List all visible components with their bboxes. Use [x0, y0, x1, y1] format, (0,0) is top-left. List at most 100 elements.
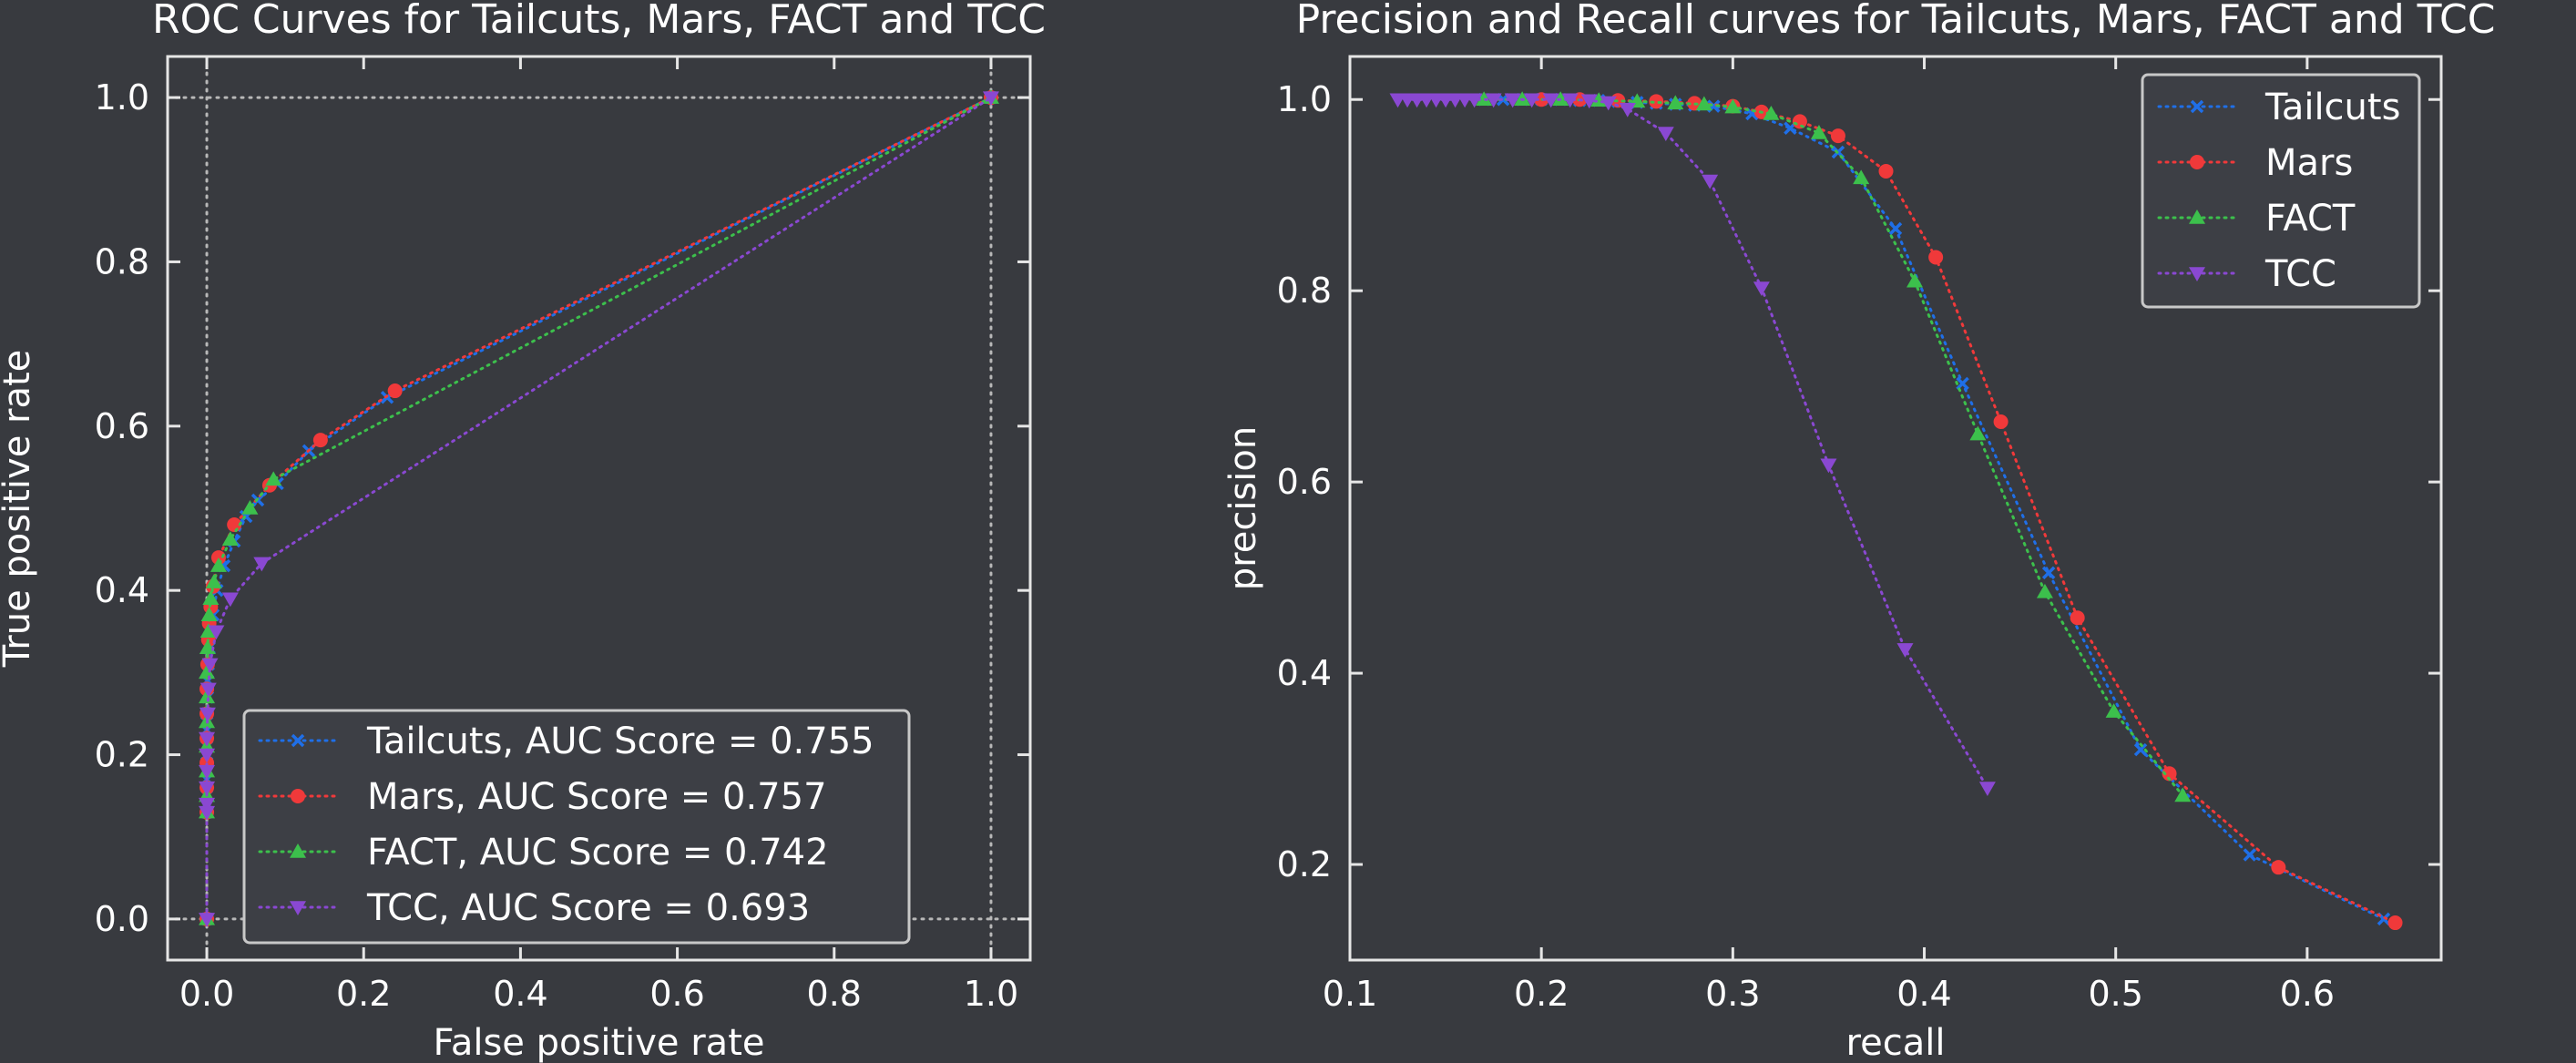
pr-tcc-point — [1523, 93, 1540, 108]
pr-fact-point — [1667, 95, 1684, 110]
pr-tcc-point — [1504, 93, 1521, 108]
roc-tcc-point — [199, 731, 216, 747]
roc-y-axis-label: True positive rate — [0, 350, 38, 669]
pr-tailcuts-point — [1888, 221, 1903, 236]
roc-y-tick-label: 0.8 — [95, 241, 149, 281]
pr-y-axis-label: precision — [1222, 426, 1264, 590]
pr-legend-label-mars: Mars — [2265, 142, 2353, 184]
pr-y-tick-label: 0.4 — [1277, 653, 1332, 693]
pr-fact-point — [1969, 425, 1987, 441]
roc-legend-label-tailcuts: Tailcuts, AUC Score = 0.755 — [366, 721, 874, 762]
pr-tcc-point — [1896, 643, 1914, 658]
pr-mars-point — [2271, 860, 2286, 875]
pr-fact-point — [1906, 272, 1924, 288]
roc-chart: 0.0 0.2 0.4 0.6 0.8 1.00.00.20.40.60.81.0ROC … — [0, 0, 1046, 1063]
pr-tailcuts-point — [2133, 742, 2148, 757]
roc-x-tick-label: 0.2 — [336, 974, 391, 1014]
roc-mars-point — [210, 550, 226, 566]
roc-fact-point — [199, 623, 217, 639]
pr-y-tick-label: 0.6 — [1277, 462, 1332, 502]
pr-y-tick-label: 0.8 — [1277, 271, 1332, 311]
roc-tcc-point — [199, 797, 216, 813]
pr-tcc-point — [1542, 93, 1559, 108]
roc-mars-point — [387, 383, 403, 399]
pr-tcc-point — [1978, 782, 1996, 797]
pr-tcc-point — [1753, 281, 1770, 297]
pr-legend-label-tailcuts: Tailcuts — [2264, 87, 2400, 128]
roc-y-tick-label: 0.6 — [95, 406, 149, 446]
pr-mars-point — [1792, 114, 1807, 129]
roc-legend-marker-mars — [291, 789, 305, 803]
pr-tcc-point — [1657, 127, 1674, 141]
roc-tcc-point — [208, 625, 225, 640]
roc-tcc-point — [199, 805, 216, 821]
pr-tailcuts-point — [2041, 566, 2056, 580]
roc-fact-point — [202, 590, 220, 605]
pr-tcc-point — [1561, 93, 1579, 108]
pr-fact-point — [2036, 583, 2053, 598]
roc-axes-frame — [166, 55, 1032, 962]
pr-x-axis-label: recall — [1846, 1022, 1946, 1063]
pr-tailcuts-point — [1956, 376, 1969, 391]
roc-legend-marker-tcc — [290, 901, 306, 915]
pr-x-tick-label: 0.3 — [1705, 974, 1760, 1014]
roc-fact-point — [199, 664, 216, 680]
pr-tailcuts-point — [2243, 848, 2257, 862]
roc-y-tick-label: 0.4 — [95, 570, 149, 610]
roc-tcc-point — [199, 748, 216, 763]
roc-x-tick-label: 1.0 — [964, 974, 1018, 1014]
pr-legend-marker-fact — [2189, 210, 2205, 224]
roc-x-axis-label: False positive rate — [434, 1022, 765, 1063]
pr-legend-marker-tcc — [2189, 267, 2205, 281]
pr-fact-point — [1724, 98, 1742, 114]
roc-legend-label-fact: FACT, AUC Score = 0.742 — [367, 832, 829, 874]
pr-fact-point — [1476, 91, 1493, 106]
pr-mars-point — [1830, 128, 1845, 144]
pr-legend — [2141, 73, 2421, 309]
roc-legend-label-mars: Mars, AUC Score = 0.757 — [367, 776, 827, 818]
pr-series-tcc — [1389, 93, 1996, 797]
roc-tcc-point — [199, 764, 216, 780]
roc-x-tick-label: 0.8 — [807, 974, 862, 1014]
roc-fact-point — [199, 689, 216, 704]
pr-x-tick-label: 0.2 — [1514, 974, 1569, 1014]
roc-x-tick-label: 0.6 — [649, 974, 704, 1014]
roc-y-tick-label: 1.0 — [95, 77, 149, 118]
pr-mars-point — [2162, 766, 2177, 782]
pr-legend-marker-mars — [2190, 155, 2204, 169]
roc-fact-line — [205, 96, 993, 921]
roc-tcc-point — [199, 781, 216, 796]
pr-fact-point — [1695, 96, 1712, 111]
pr-mars-point — [2387, 915, 2403, 931]
pr-x-tick-label: 0.1 — [1323, 974, 1377, 1014]
roc-tcc-point — [253, 557, 271, 572]
pr-mars-point — [2070, 610, 2085, 626]
roc-tcc-point — [221, 592, 239, 608]
roc-tcc-point — [199, 707, 216, 722]
roc-tcc-point — [199, 682, 217, 698]
pr-tcc-point — [1580, 94, 1598, 109]
pr-y-tick-label: 1.0 — [1277, 79, 1332, 119]
pr-fact-point — [2174, 787, 2192, 802]
roc-fact-point — [205, 574, 222, 588]
pr-fact-point — [1853, 169, 1870, 185]
roc-legend-label-tcc: TCC, AUC Score = 0.693 — [366, 887, 810, 929]
roc-y-tick-label: 0.2 — [95, 735, 149, 775]
pr-legend-label-fact: FACT — [2265, 198, 2356, 240]
pr-chart-title: Precision and Recall curves for Tailcuts… — [1296, 0, 2496, 43]
roc-x-tick-label: 0.0 — [179, 974, 234, 1014]
roc-fact-point — [210, 557, 227, 572]
precision-recall-chart: 0.1 0.2 0.3 0.4 0.5 0.6 0.2 0.4 0.6 0.8 1.0 Precisi… — [1222, 0, 2495, 1063]
pr-x-tick-label: 0.5 — [2088, 974, 2142, 1014]
roc-legend-marker-fact — [290, 843, 306, 858]
roc-fact-point — [265, 471, 282, 486]
roc-y-tick-label: 0.0 — [95, 899, 149, 939]
roc-fact-point — [221, 531, 239, 547]
pr-legend-marker-tailcuts — [2190, 99, 2204, 114]
pr-mars-point — [1878, 163, 1894, 179]
pr-tcc-point — [1466, 93, 1483, 108]
roc-tcc-point — [201, 658, 219, 673]
pr-x-tick-label: 0.4 — [1896, 974, 1951, 1014]
pr-mars-point — [1928, 250, 1944, 265]
